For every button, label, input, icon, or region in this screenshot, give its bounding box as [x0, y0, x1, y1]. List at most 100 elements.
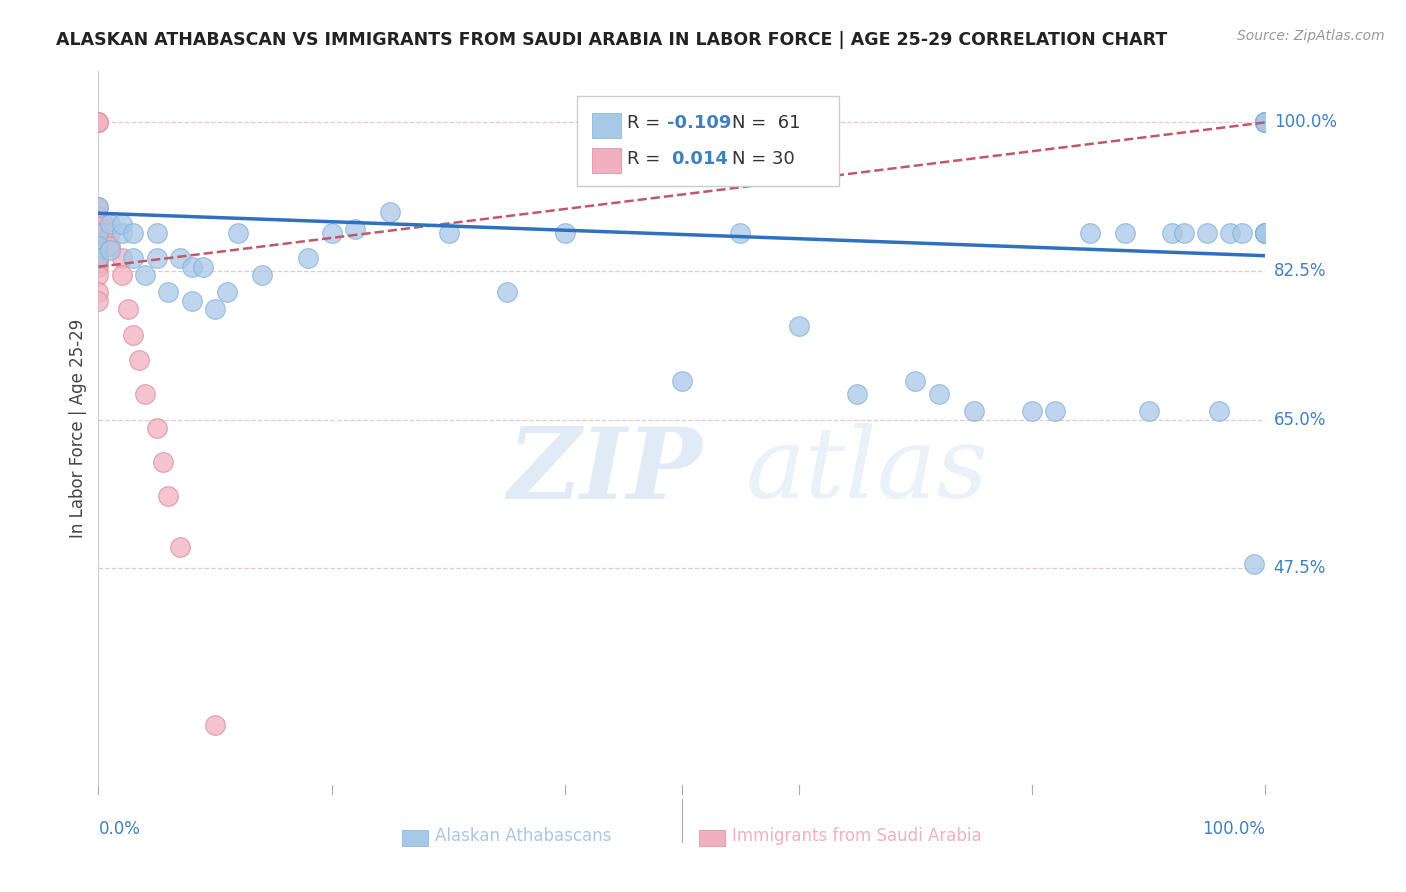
Point	[1195, 226, 1218, 240]
Bar	[592, 148, 621, 173]
Point	[1254, 115, 1277, 129]
Point	[846, 387, 869, 401]
Text: ZIP: ZIP	[508, 423, 702, 519]
Text: -0.109: -0.109	[666, 114, 731, 132]
Point	[1254, 115, 1277, 129]
Point	[228, 226, 250, 240]
Point	[111, 226, 134, 240]
Text: 65.0%: 65.0%	[1274, 410, 1326, 429]
Point	[87, 243, 110, 257]
Point	[87, 200, 110, 214]
Point	[169, 252, 191, 266]
Point	[321, 226, 343, 240]
Point	[87, 115, 110, 129]
Point	[1137, 404, 1160, 418]
Point	[180, 260, 202, 274]
Point	[122, 252, 145, 266]
Point	[87, 226, 110, 240]
Point	[1254, 226, 1277, 240]
Point	[146, 421, 169, 435]
Point	[98, 226, 121, 240]
Point	[87, 209, 110, 223]
Point	[962, 404, 984, 418]
Point	[1114, 226, 1136, 240]
Text: atlas: atlas	[747, 424, 988, 518]
Point	[1254, 115, 1277, 129]
Point	[87, 226, 110, 240]
Point	[215, 285, 238, 300]
Point	[146, 226, 169, 240]
Point	[1254, 115, 1277, 129]
Point	[1254, 115, 1277, 129]
Point	[87, 238, 110, 252]
FancyBboxPatch shape	[576, 96, 839, 186]
Point	[152, 455, 174, 469]
Point	[554, 226, 576, 240]
Point	[98, 217, 121, 231]
Point	[1045, 404, 1067, 418]
Point	[496, 285, 519, 300]
Point	[928, 387, 950, 401]
Point	[787, 319, 810, 334]
Text: Immigrants from Saudi Arabia: Immigrants from Saudi Arabia	[733, 828, 981, 846]
Text: N = 30: N = 30	[733, 150, 794, 168]
Point	[1254, 226, 1277, 240]
Point	[87, 285, 110, 300]
Point	[111, 217, 134, 231]
Point	[111, 268, 134, 283]
Point	[180, 293, 202, 308]
Text: 0.0%: 0.0%	[98, 820, 141, 838]
Point	[87, 293, 110, 308]
Point	[193, 260, 215, 274]
Text: R =: R =	[627, 150, 672, 168]
Text: 0.014: 0.014	[672, 150, 728, 168]
Point	[87, 255, 110, 269]
Point	[204, 302, 226, 317]
Point	[111, 252, 134, 266]
Text: 100.0%: 100.0%	[1274, 113, 1337, 131]
Point	[1208, 404, 1230, 418]
Point	[1254, 226, 1277, 240]
Point	[1021, 404, 1043, 418]
Point	[297, 252, 319, 266]
Text: 82.5%: 82.5%	[1274, 262, 1326, 280]
Bar	[402, 830, 427, 846]
Text: ALASKAN ATHABASCAN VS IMMIGRANTS FROM SAUDI ARABIA IN LABOR FORCE | AGE 25-29 CO: ALASKAN ATHABASCAN VS IMMIGRANTS FROM SA…	[56, 31, 1167, 49]
Point	[157, 285, 180, 300]
Point	[157, 489, 180, 503]
Point	[122, 226, 145, 240]
Point	[1254, 226, 1277, 240]
Point	[93, 226, 115, 240]
Point	[146, 252, 169, 266]
Point	[87, 247, 110, 261]
Text: Alaskan Athabascans: Alaskan Athabascans	[434, 828, 610, 846]
Point	[98, 243, 121, 257]
Bar	[699, 830, 725, 846]
Point	[437, 226, 460, 240]
Point	[250, 268, 273, 283]
Point	[93, 217, 115, 231]
Y-axis label: In Labor Force | Age 25-29: In Labor Force | Age 25-29	[69, 318, 87, 538]
Point	[169, 540, 191, 554]
Point	[1254, 115, 1277, 129]
Point	[671, 375, 693, 389]
Point	[87, 115, 110, 129]
Point	[1080, 226, 1102, 240]
Point	[87, 252, 110, 266]
Point	[117, 302, 139, 317]
Point	[1254, 226, 1277, 240]
Text: R =: R =	[627, 114, 666, 132]
Point	[1173, 226, 1195, 240]
Point	[380, 204, 402, 219]
Point	[87, 268, 110, 283]
Point	[1230, 226, 1253, 240]
Point	[134, 268, 156, 283]
Point	[134, 387, 156, 401]
Point	[122, 327, 145, 342]
Point	[1161, 226, 1184, 240]
Point	[87, 234, 110, 248]
Point	[87, 200, 110, 214]
Point	[87, 260, 110, 274]
Point	[1243, 557, 1265, 571]
Point	[128, 353, 150, 368]
